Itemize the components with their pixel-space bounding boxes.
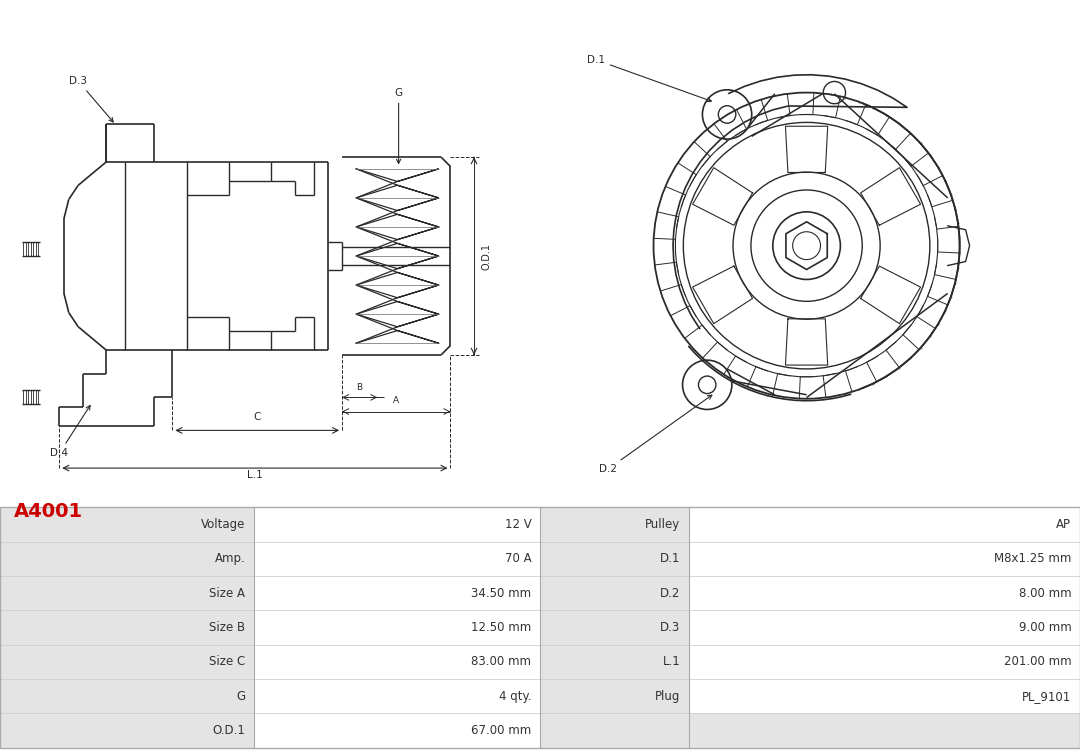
Bar <box>0 541 254 576</box>
Bar <box>540 645 689 679</box>
Bar <box>254 679 540 714</box>
Bar <box>254 645 540 679</box>
Text: Pulley: Pulley <box>645 518 680 531</box>
Text: G: G <box>237 690 245 703</box>
Bar <box>0 576 254 611</box>
Text: Plug: Plug <box>656 690 680 703</box>
Bar <box>540 508 689 541</box>
Bar <box>0 508 254 541</box>
Bar <box>254 714 540 748</box>
Bar <box>689 541 1080 576</box>
Text: Size A: Size A <box>210 587 245 599</box>
Text: O.D.1: O.D.1 <box>481 242 491 270</box>
Text: 34.50 mm: 34.50 mm <box>471 587 531 599</box>
Bar <box>0 714 254 748</box>
Text: L.1: L.1 <box>663 655 680 669</box>
Bar <box>689 508 1080 541</box>
Bar <box>0 645 254 679</box>
Text: D.3: D.3 <box>660 621 680 634</box>
Text: A4001: A4001 <box>14 502 83 521</box>
Bar <box>0 611 254 645</box>
Text: D.2: D.2 <box>660 587 680 599</box>
Text: 201.00 mm: 201.00 mm <box>1003 655 1071 669</box>
Text: AP: AP <box>1056 518 1071 531</box>
Bar <box>540 679 689 714</box>
Bar <box>254 508 540 541</box>
Text: 83.00 mm: 83.00 mm <box>471 655 531 669</box>
Text: PL_9101: PL_9101 <box>1022 690 1071 703</box>
Text: Size B: Size B <box>210 621 245 634</box>
Text: D.4: D.4 <box>51 406 90 459</box>
Text: 70 A: 70 A <box>504 552 531 566</box>
Text: D.3: D.3 <box>69 76 113 122</box>
Bar <box>540 611 689 645</box>
Text: Voltage: Voltage <box>201 518 245 531</box>
Bar <box>689 679 1080 714</box>
Bar <box>540 714 689 748</box>
Text: B: B <box>356 383 363 392</box>
Text: C: C <box>254 412 261 422</box>
Text: Size C: Size C <box>208 655 245 669</box>
Text: M8x1.25 mm: M8x1.25 mm <box>994 552 1071 566</box>
Bar <box>689 714 1080 748</box>
Text: G: G <box>394 88 403 163</box>
Text: 4 qty.: 4 qty. <box>499 690 531 703</box>
Text: L.1: L.1 <box>247 471 262 480</box>
Bar <box>540 576 689 611</box>
Text: D.2: D.2 <box>598 395 712 474</box>
Bar <box>689 645 1080 679</box>
Bar <box>540 541 689 576</box>
Text: 8.00 mm: 8.00 mm <box>1018 587 1071 599</box>
Text: 12 V: 12 V <box>504 518 531 531</box>
Text: 67.00 mm: 67.00 mm <box>471 724 531 737</box>
Bar <box>689 576 1080 611</box>
Text: 12.50 mm: 12.50 mm <box>471 621 531 634</box>
Bar <box>689 611 1080 645</box>
Text: 9.00 mm: 9.00 mm <box>1018 621 1071 634</box>
Text: A: A <box>393 396 400 405</box>
Text: O.D.1: O.D.1 <box>213 724 245 737</box>
Bar <box>254 576 540 611</box>
Bar <box>254 611 540 645</box>
Text: D.1: D.1 <box>660 552 680 566</box>
Text: D.1: D.1 <box>586 55 712 102</box>
Bar <box>0 679 254 714</box>
Bar <box>254 541 540 576</box>
Text: Amp.: Amp. <box>215 552 245 566</box>
